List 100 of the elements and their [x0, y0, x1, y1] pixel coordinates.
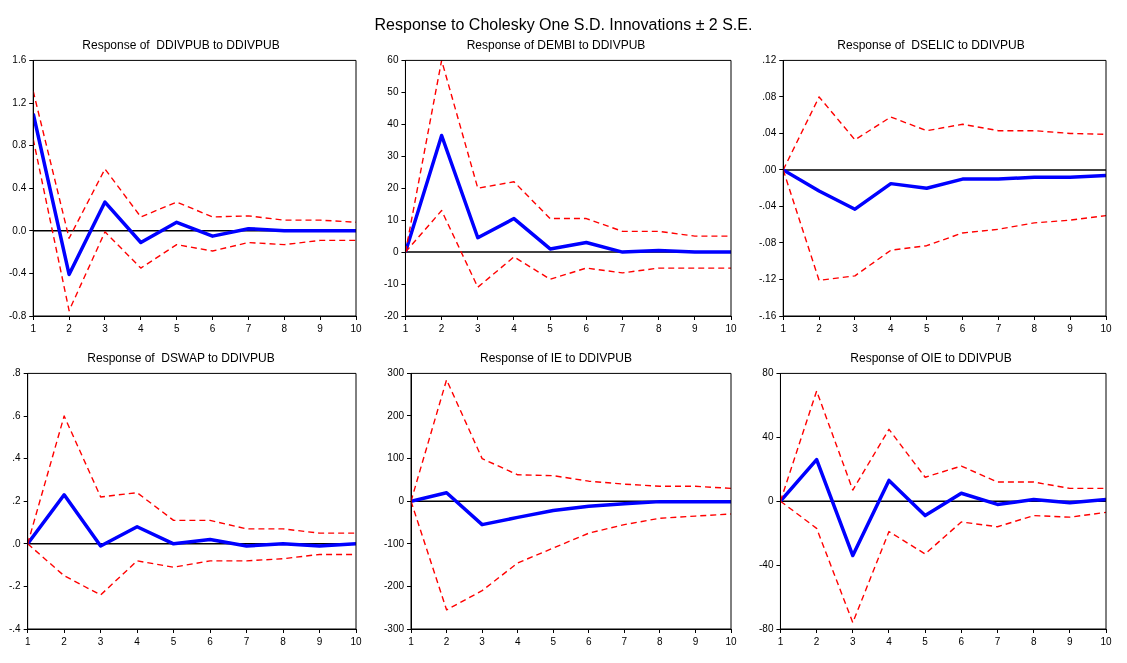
y-tick-label: 0 — [767, 494, 774, 506]
x-tick-label: 6 — [207, 635, 214, 647]
x-tick-label: 1 — [24, 635, 31, 647]
y-tick-label: -0.8 — [9, 309, 27, 321]
x-tick-label: 2 — [813, 635, 820, 647]
x-tick-label: 6 — [583, 322, 590, 334]
chart-title: Response of DEMBI to DDIVPUB — [466, 37, 646, 52]
y-tick-label: 300 — [387, 367, 405, 379]
x-tick-label: 6 — [959, 322, 966, 334]
y-tick-label: 80 — [762, 367, 774, 379]
x-tick-label: 9 — [317, 322, 324, 334]
y-tick-label: 60 — [387, 54, 399, 66]
x-tick-label: 8 — [1031, 322, 1038, 334]
chart-title: Response of DDIVPUB to DDIVPUB — [82, 37, 280, 52]
x-tick-label: 6 — [209, 322, 216, 334]
y-tick-label: -10 — [384, 277, 399, 289]
y-tick-label: 1.2 — [12, 96, 27, 108]
x-tick-label: 3 — [475, 322, 482, 334]
y-tick-label: -.08 — [759, 236, 777, 248]
x-tick-label: 8 — [655, 322, 662, 334]
x-tick-label: 1 — [408, 635, 415, 647]
x-tick-label: 6 — [586, 635, 592, 647]
x-tick-label: 4 — [134, 635, 141, 647]
y-tick-label: -0.4 — [9, 267, 27, 279]
y-tick-label: -.16 — [759, 309, 777, 321]
y-tick-label: 40 — [762, 431, 774, 443]
x-tick-label: 8 — [1030, 635, 1037, 647]
x-tick-label: 10 — [725, 635, 737, 647]
y-tick-label: 200 — [387, 409, 405, 421]
y-tick-label: -20 — [384, 309, 399, 321]
x-tick-label: 7 — [243, 635, 250, 647]
y-tick-label: 0.8 — [12, 139, 27, 151]
y-tick-label: .2 — [12, 494, 22, 506]
y-tick-label: 30 — [387, 150, 399, 161]
chart-title: Response of DSELIC to DDIVPUB — [837, 37, 1025, 52]
y-tick-label: -.04 — [759, 200, 777, 212]
x-tick-label: 1 — [777, 635, 784, 647]
y-tick-label: .04 — [762, 127, 777, 139]
y-tick-label: 50 — [387, 86, 399, 98]
x-tick-label: 7 — [995, 322, 1002, 334]
x-tick-label: 4 — [888, 322, 895, 334]
y-tick-label: 10 — [387, 213, 399, 225]
x-tick-label: 7 — [619, 322, 626, 334]
y-tick-label: 40 — [387, 118, 399, 130]
x-tick-label: 2 — [443, 635, 450, 647]
y-tick-label: .00 — [762, 163, 777, 175]
x-tick-label: 7 — [621, 635, 628, 647]
x-tick-label: 2 — [438, 322, 445, 334]
x-tick-label: 5 — [547, 322, 554, 334]
x-tick-label: 9 — [692, 322, 699, 334]
x-tick-label: 10 — [350, 322, 362, 334]
x-tick-label: 3 — [852, 322, 859, 334]
x-tick-label: 1 — [780, 322, 787, 334]
x-tick-label: 10 — [1100, 635, 1112, 647]
y-tick-label: .0 — [12, 537, 22, 549]
x-tick-label: 2 — [66, 322, 73, 334]
x-tick-label: 10 — [1100, 322, 1112, 334]
x-tick-label: 4 — [886, 635, 893, 647]
x-tick-label: 3 — [850, 635, 857, 647]
x-tick-label: 8 — [280, 635, 287, 647]
x-tick-label: 9 — [1067, 322, 1074, 334]
x-tick-label: 3 — [102, 322, 109, 334]
y-tick-label: .8 — [12, 367, 22, 379]
x-tick-label: 9 — [692, 635, 699, 647]
y-tick-label: 0.4 — [12, 181, 27, 193]
x-tick-label: 5 — [173, 322, 180, 334]
x-tick-label: 4 — [514, 635, 521, 647]
x-tick-label: 9 — [1067, 635, 1074, 647]
y-tick-label: -.2 — [9, 580, 22, 592]
y-tick-label: -.4 — [9, 622, 22, 634]
y-tick-label: .12 — [762, 54, 777, 66]
x-tick-label: 2 — [61, 635, 68, 647]
y-tick-label: -.12 — [759, 273, 777, 285]
y-tick-label: 0 — [398, 494, 405, 506]
x-tick-label: 1 — [402, 322, 409, 334]
x-tick-label: 10 — [350, 635, 362, 647]
y-tick-label: -40 — [759, 558, 774, 570]
y-tick-label: .4 — [12, 452, 22, 464]
chart-title: Response of IE to DDIVPUB — [479, 350, 633, 365]
y-tick-label: .08 — [762, 90, 777, 102]
x-tick-label: 2 — [816, 322, 823, 334]
x-tick-label: 3 — [479, 635, 486, 647]
y-tick-label: -200 — [384, 580, 405, 592]
chart-title: Response of DSWAP to DDIVPUB — [87, 350, 275, 365]
text: Response to Cholesky One S.D. Innovations ± 2 S.E. — [373, 15, 754, 34]
x-tick-label: 5 — [550, 635, 557, 647]
y-tick-label: 0 — [392, 245, 399, 257]
y-tick-label: -300 — [384, 622, 405, 634]
x-tick-label: 1 — [30, 322, 37, 334]
x-tick-label: 5 — [922, 635, 929, 647]
y-tick-label: 20 — [387, 181, 399, 193]
y-tick-label: -100 — [384, 537, 405, 549]
x-tick-label: 5 — [923, 322, 930, 334]
x-tick-label: 8 — [281, 322, 288, 334]
x-tick-label: 3 — [97, 635, 104, 647]
x-tick-label: 6 — [958, 635, 965, 647]
x-tick-label: 10 — [725, 322, 737, 334]
y-tick-label: 0.0 — [12, 224, 27, 236]
x-tick-label: 7 — [994, 635, 1001, 647]
x-tick-label: 4 — [138, 322, 145, 334]
